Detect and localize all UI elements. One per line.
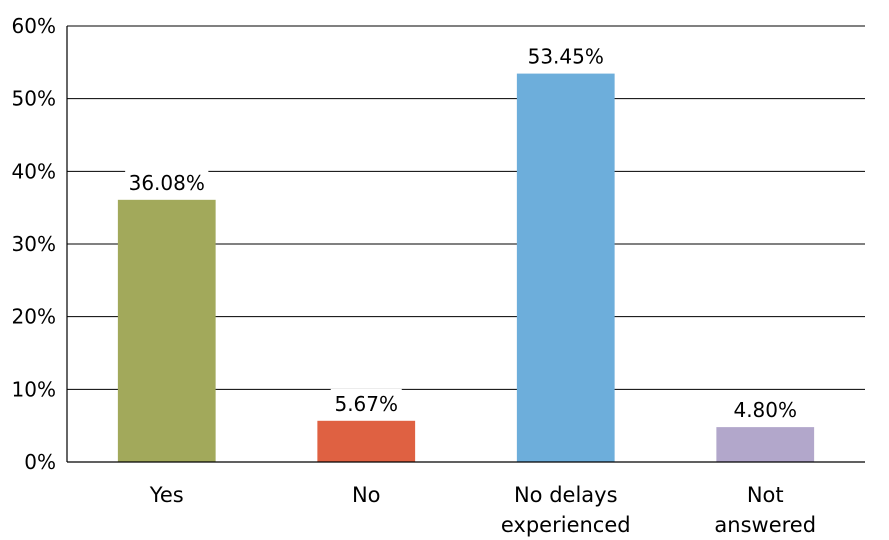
y-tick-label: 0% (24, 450, 56, 474)
bar (716, 427, 814, 462)
y-tick-label: 50% (12, 87, 56, 111)
data-label: 36.08% (129, 171, 205, 195)
x-axis-category-labels: Yes No No delays experienced Not answered (149, 483, 816, 537)
data-label: 4.80% (733, 398, 797, 422)
y-tick-label: 20% (12, 305, 56, 329)
y-tick-label: 10% (12, 377, 56, 401)
y-tick-label: 60% (12, 14, 56, 38)
bar (118, 200, 216, 462)
bar (317, 421, 415, 462)
y-axis-tick-labels: 0% 10% 20% 30% 40% 50% 60% (12, 14, 56, 474)
y-tick-label: 40% (12, 159, 56, 183)
data-label: 5.67% (334, 392, 398, 416)
bars (118, 74, 814, 462)
bar (517, 74, 615, 462)
x-category-label: Not answered (714, 483, 816, 537)
y-tick-label: 30% (12, 232, 56, 256)
x-category-label: No delays experienced (501, 483, 631, 537)
x-category-label: Yes (149, 483, 184, 507)
x-category-label: No (352, 483, 381, 507)
data-label: 53.45% (528, 45, 604, 69)
